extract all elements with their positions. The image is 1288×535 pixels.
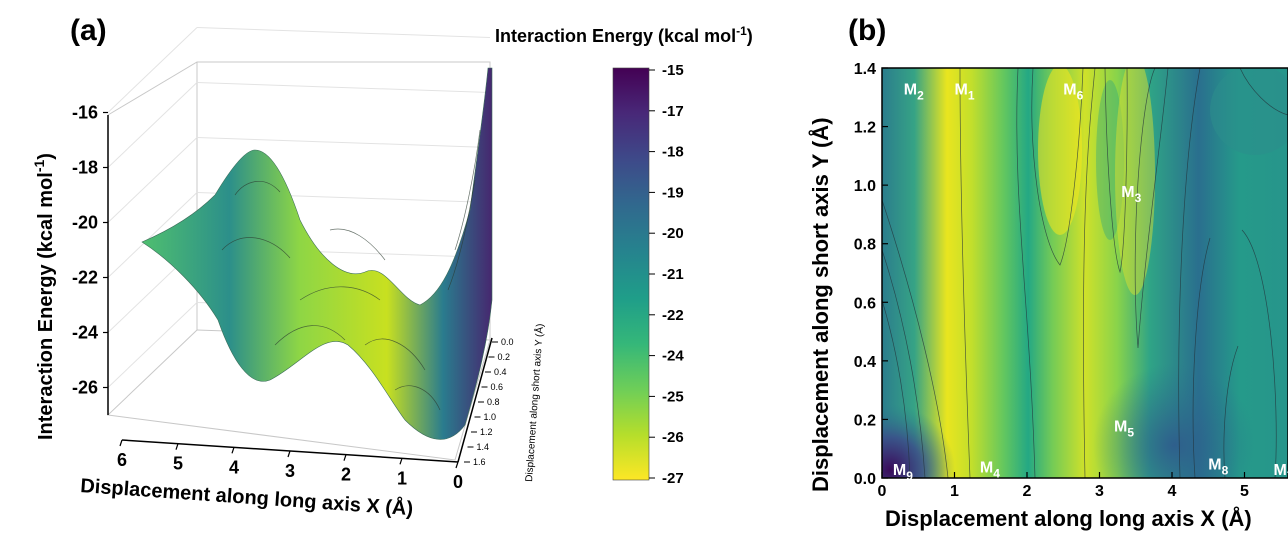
colorbar-title: Interaction Energy (kcal mol-1) [495, 24, 753, 46]
heatmap-x-ticks: 0 1 2 3 4 5 [878, 472, 1249, 500]
x-tick-mark [399, 458, 403, 465]
minimum-label: M5 [1114, 418, 1134, 439]
minimum-label: M6 [1063, 82, 1083, 103]
x-axis-ticks: 6 5 4 3 2 1 0 [117, 439, 463, 492]
x-tick-mark [175, 443, 179, 450]
z-tick-label: -20 [72, 213, 98, 233]
minimum-label: M2 [904, 82, 924, 103]
colorbar-tick-label: -19 [662, 184, 684, 201]
colorbar-tick-label: -26 [662, 429, 684, 446]
heatmap-y-ticks: 0.0 0.2 0.4 0.6 0.8 1.0 1.2 1.4 [854, 61, 888, 488]
colorbar-tick-label: -27 [662, 470, 684, 487]
x-tick-label: 4 [229, 457, 239, 477]
y-tick-label: 1.0 [484, 412, 497, 422]
x-tick-label: 2 [341, 465, 351, 485]
heatmap-x-tick-label: 5 [1240, 483, 1249, 500]
surface-contours [221, 129, 481, 411]
colorbar-tick-label: -18 [662, 144, 684, 161]
energy-surface [141, 67, 493, 440]
x-tick-label: 6 [117, 450, 127, 470]
y-tick-label: 0.0 [501, 337, 514, 347]
y-tick-label: 1.6 [473, 457, 486, 467]
heatmap-x-tick-label: 1 [950, 483, 959, 500]
heatmap [882, 68, 1288, 478]
colorbar-tick-label: -24 [662, 348, 684, 365]
colorbar-ticks: -15 -17 -18 -19 -20 -21 -22 -24 -25 -26 -27 [649, 62, 684, 487]
colorbar-tick-label: -25 [662, 388, 684, 405]
heatmap-x-tick-label: 4 [1168, 483, 1177, 500]
y-axis-ticks: 0.0 0.2 0.4 0.6 0.8 1.0 1.2 1.4 1.6 [464, 337, 514, 467]
colorbar-tick-label: -17 [662, 103, 684, 120]
a-xlabel: Displacement along long axis X (Å) [80, 473, 414, 520]
y-tick-label: 0.2 [498, 352, 511, 362]
x-tick-mark [343, 454, 347, 461]
heatmap-y-tick-label: 0.0 [854, 471, 876, 488]
b-xlabel: Displacement along long axis X (Å) [885, 505, 1252, 531]
minimum-label: M8 [1208, 456, 1228, 477]
panel-b-label: (b) [848, 14, 886, 47]
minimum-label: M9 [893, 462, 913, 483]
x-tick-label: 3 [285, 461, 295, 481]
x-tick-label: 5 [173, 454, 183, 474]
z-tick-label: -24 [72, 323, 98, 343]
heatmap-x-tick-label: 0 [878, 483, 887, 500]
x-tick-mark [231, 447, 235, 454]
z-tick-label: -26 [72, 378, 98, 398]
x-tick-mark [287, 450, 291, 458]
y-tick-label: 1.4 [477, 442, 490, 452]
heatmap-y-tick-label: 0.6 [854, 295, 876, 312]
minimum-label: M3 [1121, 184, 1141, 205]
colorbar-tick-label: -20 [662, 225, 684, 242]
heatmap-y-tick-label: 0.4 [854, 354, 876, 371]
z-tick-label: -22 [72, 268, 98, 288]
y-tick-label: 0.6 [491, 382, 504, 392]
z-axis-ticks: -16 -18 -20 -22 -24 -26 [72, 103, 108, 398]
minimum-label: M1 [955, 82, 975, 103]
z-tick-label: -16 [72, 103, 98, 123]
panel-a-label: (a) [70, 14, 107, 47]
x-tick-mark [119, 439, 123, 447]
y-tick-label: 0.4 [494, 367, 507, 377]
colorbar-tick-label: -15 [662, 62, 684, 79]
y-tick-label: 1.2 [480, 427, 493, 437]
heatmap-x-tick-label: 2 [1023, 483, 1032, 500]
heatmap-x-tick-label: 3 [1095, 483, 1104, 500]
colorbar-tick-label: -22 [662, 307, 684, 324]
b-ylabel: Displacement along short axis Y (Å) [807, 117, 833, 492]
heatmap-y-tick-label: 1.4 [854, 61, 876, 78]
a-zlabel: Interaction Energy (kcal mol-1) [31, 153, 57, 440]
minimum-label: M7 [1274, 462, 1288, 483]
colorbar-tick-label: -21 [662, 266, 684, 283]
x-tick-mark [455, 461, 459, 469]
heatmap-y-tick-label: 1.2 [854, 120, 876, 137]
heatmap-y-tick-label: 0.2 [854, 412, 876, 429]
colorbar [612, 67, 650, 481]
a-ylabel: Displacement along short axis Y (Å) [522, 323, 546, 482]
heatmap-y-tick-label: 0.8 [854, 237, 876, 254]
minimum-label: M4 [980, 459, 1000, 480]
minima-labels: M1 M2 M3 M4 M5 M6 M7 M8 M9 [893, 82, 1288, 484]
x-tick-label: 0 [453, 472, 463, 492]
y-tick-label: 0.8 [487, 397, 500, 407]
x-tick-label: 1 [397, 468, 407, 488]
z-tick-label: -18 [72, 158, 98, 178]
heatmap-y-tick-label: 1.0 [854, 178, 876, 195]
